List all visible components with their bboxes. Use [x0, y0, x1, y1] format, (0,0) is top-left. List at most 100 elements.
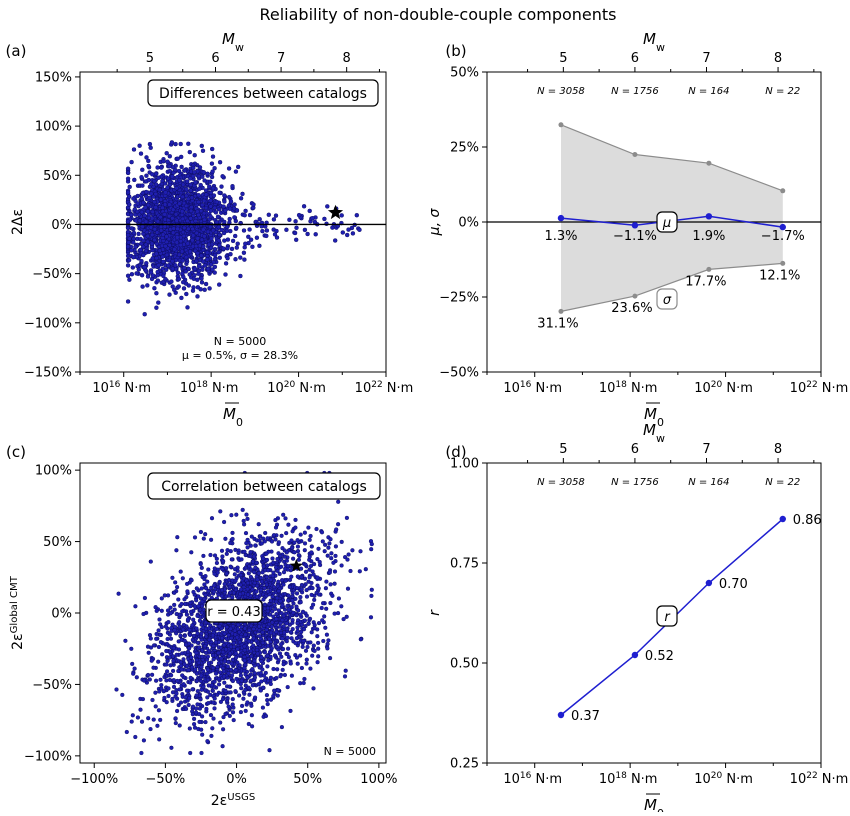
data-point — [175, 653, 179, 657]
data-point — [358, 228, 362, 232]
data-point — [126, 300, 130, 304]
data-point — [287, 594, 291, 598]
data-point — [320, 530, 324, 534]
data-point — [273, 654, 277, 658]
data-point — [181, 628, 185, 632]
data-point — [175, 585, 179, 589]
data-point — [293, 653, 297, 657]
mu-value-label: −1.1% — [613, 229, 657, 244]
data-point — [150, 172, 154, 176]
data-point — [262, 624, 266, 628]
data-point — [179, 660, 183, 664]
data-point — [218, 721, 222, 725]
data-point — [305, 614, 309, 618]
data-point — [312, 562, 316, 566]
data-point — [175, 535, 179, 539]
data-point — [117, 592, 121, 596]
data-point — [180, 165, 184, 169]
data-point — [210, 726, 214, 730]
data-point — [269, 631, 273, 635]
data-point — [224, 689, 228, 693]
data-point — [135, 210, 139, 214]
data-point — [229, 565, 233, 569]
data-point — [239, 588, 243, 592]
data-point — [199, 183, 203, 187]
data-point — [171, 690, 175, 694]
data-point — [247, 571, 251, 575]
data-point — [135, 271, 139, 275]
data-point — [284, 228, 288, 232]
x-tick-label: 1022 N·m — [790, 771, 849, 787]
y-tick-label: 0% — [51, 218, 72, 233]
data-point — [157, 629, 161, 633]
data-point — [196, 251, 200, 255]
data-point — [252, 555, 256, 559]
data-point — [211, 170, 215, 174]
data-point — [210, 683, 214, 687]
top-tick-label: 7 — [702, 51, 710, 66]
data-point — [187, 646, 191, 650]
data-point — [195, 679, 199, 683]
data-point — [156, 279, 160, 283]
data-point — [149, 560, 153, 564]
data-point — [266, 665, 270, 669]
data-point — [178, 688, 182, 692]
data-point — [250, 713, 254, 717]
data-point — [302, 204, 306, 208]
data-point — [159, 640, 163, 644]
data-point — [258, 539, 262, 543]
data-point — [261, 557, 265, 561]
data-point — [182, 226, 186, 230]
data-point — [169, 606, 173, 610]
data-point — [305, 658, 309, 662]
data-point — [332, 561, 336, 565]
data-point — [359, 637, 363, 641]
data-point — [172, 646, 176, 650]
data-point — [168, 633, 172, 637]
data-point — [285, 559, 289, 563]
data-point — [132, 148, 136, 152]
data-point — [197, 193, 201, 197]
data-point — [206, 739, 210, 743]
data-point — [172, 603, 176, 607]
data-point — [285, 627, 289, 631]
data-point — [177, 640, 181, 644]
data-point — [231, 703, 235, 707]
data-point — [199, 572, 203, 576]
data-point — [276, 580, 280, 584]
y-tick-label: 1.00 — [450, 457, 479, 472]
data-point — [173, 628, 177, 632]
data-point — [336, 500, 340, 504]
data-point — [266, 659, 270, 663]
data-point — [282, 583, 286, 587]
x-tick-label: 1018 N·m — [599, 380, 658, 396]
data-point — [346, 587, 350, 591]
data-point — [296, 626, 300, 630]
data-point — [270, 540, 274, 544]
data-point — [325, 580, 329, 584]
y-tick-label: 0% — [51, 607, 72, 622]
data-point — [158, 618, 162, 622]
data-point — [186, 618, 190, 622]
data-point — [163, 225, 167, 229]
data-point — [138, 264, 142, 268]
data-point — [184, 255, 188, 259]
data-point — [184, 643, 188, 647]
data-point — [130, 160, 134, 164]
data-point — [333, 612, 337, 616]
data-point — [242, 523, 246, 527]
data-point — [218, 191, 222, 195]
data-point — [199, 530, 203, 534]
data-point — [272, 217, 276, 221]
data-point — [177, 277, 181, 281]
data-point — [133, 245, 137, 249]
data-point — [207, 661, 211, 665]
data-point — [190, 196, 194, 200]
data-point — [234, 652, 238, 656]
data-point — [351, 231, 355, 235]
data-point — [163, 212, 167, 216]
data-point — [179, 142, 183, 146]
data-point — [281, 647, 285, 651]
data-point — [211, 666, 215, 670]
